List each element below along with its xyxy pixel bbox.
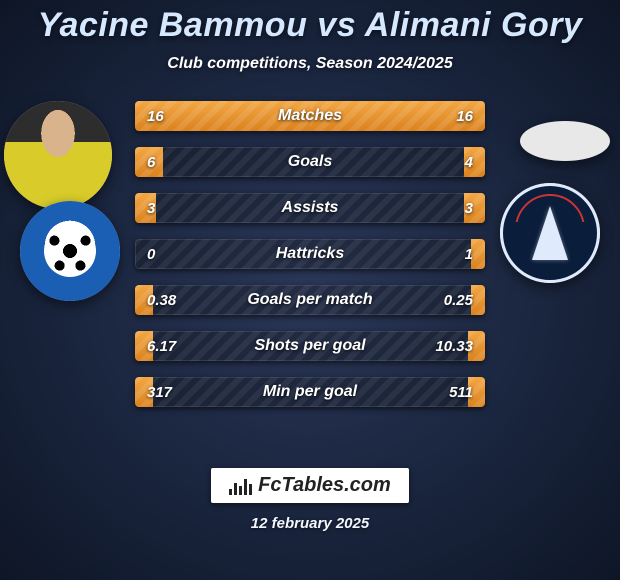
club-left-badge xyxy=(20,201,120,301)
comparison-card: { "colors": { "bg_outer": "#0e1626", "bg… xyxy=(0,0,620,580)
player-left-avatar xyxy=(4,101,112,209)
stat-row: Goals per match0.380.25 xyxy=(135,285,485,315)
stat-fill-left xyxy=(135,193,156,223)
stat-row: Min per goal317511 xyxy=(135,377,485,407)
stat-label: Min per goal xyxy=(135,377,485,407)
stat-fill-right xyxy=(464,147,485,177)
stat-fill-right xyxy=(468,331,486,361)
stat-label: Assists xyxy=(135,193,485,223)
stat-fill-right xyxy=(464,193,485,223)
stat-row: Hattricks01 xyxy=(135,239,485,269)
date-text: 12 february 2025 xyxy=(251,515,369,532)
stat-fill-left xyxy=(135,147,163,177)
brand-bars-icon xyxy=(229,477,252,495)
stat-fill-right xyxy=(310,101,485,131)
stat-bars: Matches1616 Goals64 Assists33 Hattricks01 Go… xyxy=(135,101,485,423)
page-subtitle: Club competitions, Season 2024/2025 xyxy=(0,55,620,73)
stat-row: Goals64 xyxy=(135,147,485,177)
stat-fill-left xyxy=(135,331,153,361)
stat-row: Matches1616 xyxy=(135,101,485,131)
stat-fill-left xyxy=(135,377,153,407)
stat-label: Goals per match xyxy=(135,285,485,315)
player-left-photo xyxy=(4,101,112,209)
stat-row: Assists33 xyxy=(135,193,485,223)
stat-fill-left xyxy=(135,285,153,315)
stat-fill-left xyxy=(135,101,310,131)
stat-fill-right xyxy=(471,285,485,315)
player-right-avatar xyxy=(520,121,610,161)
brand-box[interactable]: FcTables.com xyxy=(211,468,409,503)
stat-value-left: 0 xyxy=(135,239,167,269)
club-right-badge xyxy=(500,183,600,283)
stat-fill-right xyxy=(468,377,486,407)
brand-label: FcTables.com xyxy=(258,474,391,497)
stat-label: Goals xyxy=(135,147,485,177)
stat-fill-right xyxy=(471,239,485,269)
stat-row: Shots per goal6.1710.33 xyxy=(135,331,485,361)
page-title: Yacine Bammou vs Alimani Gory xyxy=(0,0,620,45)
stat-label: Shots per goal xyxy=(135,331,485,361)
stat-label: Hattricks xyxy=(135,239,485,269)
footer: FcTables.com 12 february 2025 xyxy=(0,468,620,532)
